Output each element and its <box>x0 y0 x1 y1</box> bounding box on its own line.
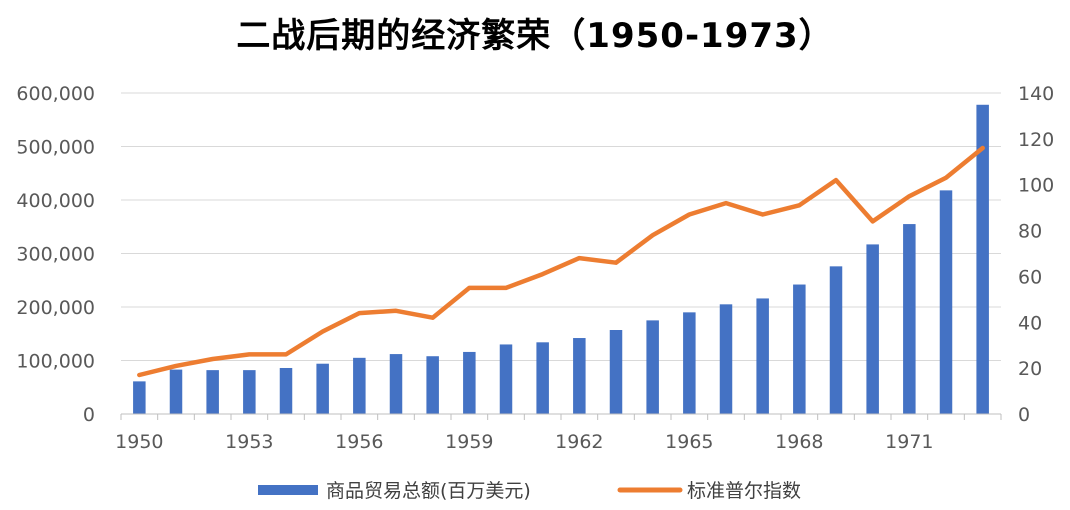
bar-1963 <box>609 330 623 414</box>
x-axis-label: 1959 <box>445 431 493 453</box>
bar-1957 <box>389 354 403 414</box>
legend-label-sp-index: 标准普尔指数 <box>687 480 801 502</box>
x-axis-label: 1962 <box>555 431 603 453</box>
left-axis-ticks: 0 100,000 200,000 300,000 400,000 500,000 600,… <box>16 83 95 426</box>
gridlines <box>121 92 1001 361</box>
left-axis-label: 600,000 <box>16 83 95 105</box>
bar-1962 <box>573 338 586 414</box>
bar-1955 <box>316 363 329 414</box>
right-axis-label: 120 <box>1018 129 1054 151</box>
right-axis-label: 60 <box>1018 266 1042 288</box>
left-axis-label: 300,000 <box>16 244 95 266</box>
bar-1968 <box>793 284 806 414</box>
bar-1971 <box>903 224 916 414</box>
x-axis-label: 1965 <box>665 431 713 453</box>
legend-swatch-trade <box>258 485 318 495</box>
legend: 商品贸易总额(百万美元) 标准普尔指数 <box>258 480 801 502</box>
legend-label-trade: 商品贸易总额(百万美元) <box>326 480 531 502</box>
x-axis-label: 1956 <box>335 431 383 453</box>
left-axis-label: 100,000 <box>16 351 95 373</box>
bar-1960 <box>499 344 513 414</box>
bar-1969 <box>829 266 843 414</box>
right-axis-label: 0 <box>1018 404 1030 426</box>
right-axis-label: 40 <box>1018 312 1042 334</box>
bar-1961 <box>536 342 549 414</box>
axes <box>120 413 1002 420</box>
sp-index-line <box>137 145 985 378</box>
chart-title: 二战后期的经济繁荣（1950-1973） <box>236 16 834 56</box>
bar-1973 <box>976 104 989 415</box>
bar-1959 <box>463 351 476 414</box>
right-axis-label: 20 <box>1018 358 1042 380</box>
bar-1950 <box>133 381 146 414</box>
bar-1964 <box>646 320 659 414</box>
right-axis-label: 100 <box>1018 175 1054 197</box>
bar-1966 <box>719 304 733 414</box>
bar-1965 <box>683 312 696 414</box>
bar-1956 <box>353 357 366 414</box>
x-axis-label: 1971 <box>885 431 933 453</box>
left-axis-label: 200,000 <box>16 297 95 319</box>
bar-1954 <box>279 367 293 414</box>
left-axis-label: 500,000 <box>16 137 95 159</box>
x-axis-label: 1953 <box>225 431 273 453</box>
bar-1953 <box>243 370 256 414</box>
x-axis-label: 1968 <box>775 431 823 453</box>
bar-series <box>133 104 989 415</box>
x-axis-label: 1950 <box>115 431 163 453</box>
bar-1970 <box>866 244 879 414</box>
right-axis-label: 140 <box>1018 83 1054 105</box>
bar-1967 <box>756 298 769 414</box>
bar-1972 <box>939 190 953 414</box>
x-axis-ticks: 1950 1953 1956 1959 1962 1965 1968 1971 <box>115 431 933 453</box>
bar-1951 <box>169 369 183 414</box>
bar-1958 <box>426 356 439 414</box>
bar-1952 <box>206 370 219 414</box>
right-axis-label: 80 <box>1018 221 1042 243</box>
right-axis-ticks: 0 20 40 60 80 100 120 140 <box>1018 83 1054 426</box>
left-axis-label: 400,000 <box>16 190 95 212</box>
left-axis-label: 0 <box>83 404 95 426</box>
line-series <box>137 145 985 378</box>
